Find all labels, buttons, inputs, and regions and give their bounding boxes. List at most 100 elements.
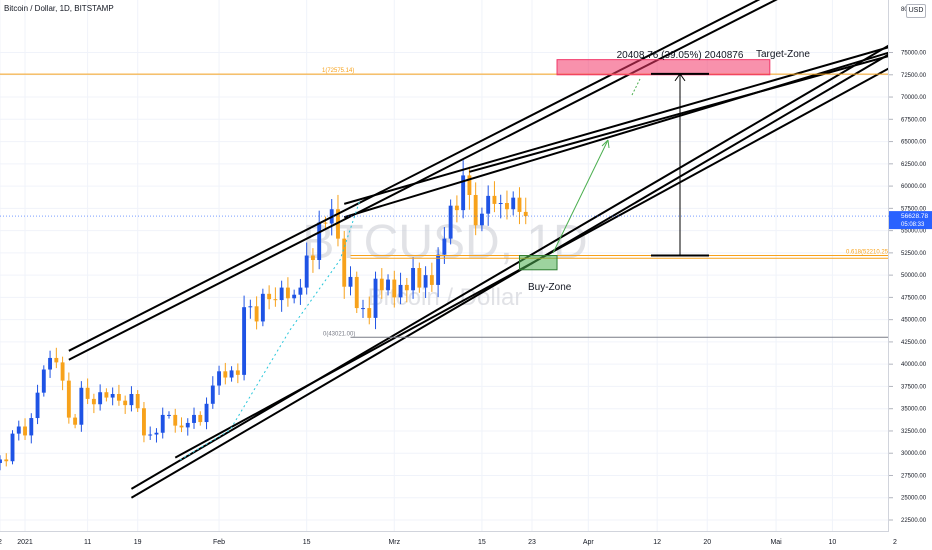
candle-body: [260, 293, 265, 322]
candle-body: [310, 255, 315, 260]
price-tick-label: 45000.00: [901, 318, 927, 324]
candle-body: [454, 205, 459, 211]
time-tick-label: Feb: [213, 539, 225, 546]
candle-body: [505, 203, 509, 210]
price-tick-label: 80: [901, 7, 908, 13]
candle-body: [116, 394, 121, 401]
candle: [85, 378, 90, 405]
candle: [104, 388, 109, 402]
candle: [41, 365, 46, 397]
candle: [505, 190, 509, 220]
candle-body: [198, 414, 203, 423]
candle: [229, 366, 234, 382]
candle-body: [473, 194, 478, 226]
candle-body: [392, 279, 397, 298]
current-price-countdown: 05:08:33: [901, 222, 925, 228]
price-tick-label: 47500.00: [901, 295, 927, 301]
price-tick-label: 57500.00: [901, 206, 927, 212]
price-tick-label: 60000.00: [901, 184, 927, 190]
current-price-value: 56628.78: [901, 213, 928, 220]
time-axis-bg: [0, 531, 889, 550]
candle-body: [23, 426, 27, 436]
candle: [10, 430, 15, 465]
resistance-line-2: [343, 49, 896, 219]
candle: [185, 418, 190, 436]
measure-label: 20408.76 (39.05%) 2040876: [617, 50, 744, 61]
candle: [273, 287, 278, 307]
candle-body: [154, 432, 159, 435]
candle-body: [379, 278, 384, 291]
candle-body: [60, 362, 65, 381]
candle: [235, 363, 240, 384]
candle: [242, 295, 247, 381]
candle: [398, 272, 403, 305]
candle: [204, 397, 209, 430]
candle: [292, 289, 297, 304]
candle-body: [298, 287, 303, 295]
candle-body: [467, 175, 472, 195]
candle-body: [429, 275, 434, 285]
candle-body: [348, 276, 353, 287]
candle: [135, 390, 140, 412]
price-tick-label: 65000.00: [901, 140, 927, 146]
candle-body: [123, 400, 128, 406]
candle-body: [373, 278, 378, 318]
candle-body: [35, 392, 40, 419]
target-zone-box: [556, 59, 771, 76]
candle: [367, 296, 372, 325]
candle-body: [192, 414, 196, 423]
candle-body: [142, 408, 146, 436]
candle-body: [342, 238, 347, 287]
candle: [66, 372, 71, 424]
candle-body: [517, 197, 522, 212]
candle-body: [285, 287, 290, 299]
candle: [323, 216, 328, 230]
candle: [354, 271, 359, 314]
channel-lower-line-2: [130, 40, 896, 490]
candle: [392, 270, 397, 308]
candle-body: [479, 213, 484, 226]
candle: [173, 408, 178, 433]
candle-body: [10, 433, 15, 462]
candle-body: [98, 392, 103, 405]
time-tick-label: 2: [0, 539, 2, 546]
candle: [473, 182, 478, 236]
currency-badge[interactable]: USD: [906, 4, 926, 18]
candle-body: [129, 394, 134, 406]
price-tick-label: 52500.00: [901, 251, 927, 257]
resistance-line-1: [343, 44, 896, 205]
candle-body: [486, 195, 491, 214]
candle: [267, 285, 272, 310]
candle: [310, 248, 315, 273]
candle-body: [242, 307, 247, 375]
candle: [4, 453, 9, 467]
candle: [16, 420, 21, 441]
candle-body: [4, 459, 9, 462]
price-tick-label: 67500.00: [901, 117, 927, 123]
current-price-box: [889, 211, 932, 230]
price-tick-label: 72500.00: [901, 73, 927, 79]
candle-body: [79, 387, 84, 425]
candle-body: [223, 371, 228, 378]
fib-level-label: 1(72575.14): [322, 68, 354, 74]
price-tick-label: 70000.00: [901, 95, 927, 101]
projection-arrow-line: [552, 139, 609, 254]
channel-upper-line-1: [68, 0, 761, 352]
candle: [123, 395, 128, 414]
candle-body: [167, 414, 171, 416]
candle-body: [16, 426, 21, 434]
candle: [492, 181, 497, 213]
candle-body: [41, 369, 46, 393]
candle: [167, 411, 171, 419]
candle-body: [386, 279, 390, 291]
candle-body: [91, 398, 96, 405]
candle: [179, 417, 184, 433]
candle-body: [66, 380, 71, 418]
candle-body: [110, 394, 115, 398]
candle: [279, 280, 284, 312]
candle: [373, 271, 378, 330]
time-tick-label: Apr: [583, 539, 595, 546]
price-tick-label: 40000.00: [901, 362, 927, 368]
candle: [254, 296, 259, 330]
